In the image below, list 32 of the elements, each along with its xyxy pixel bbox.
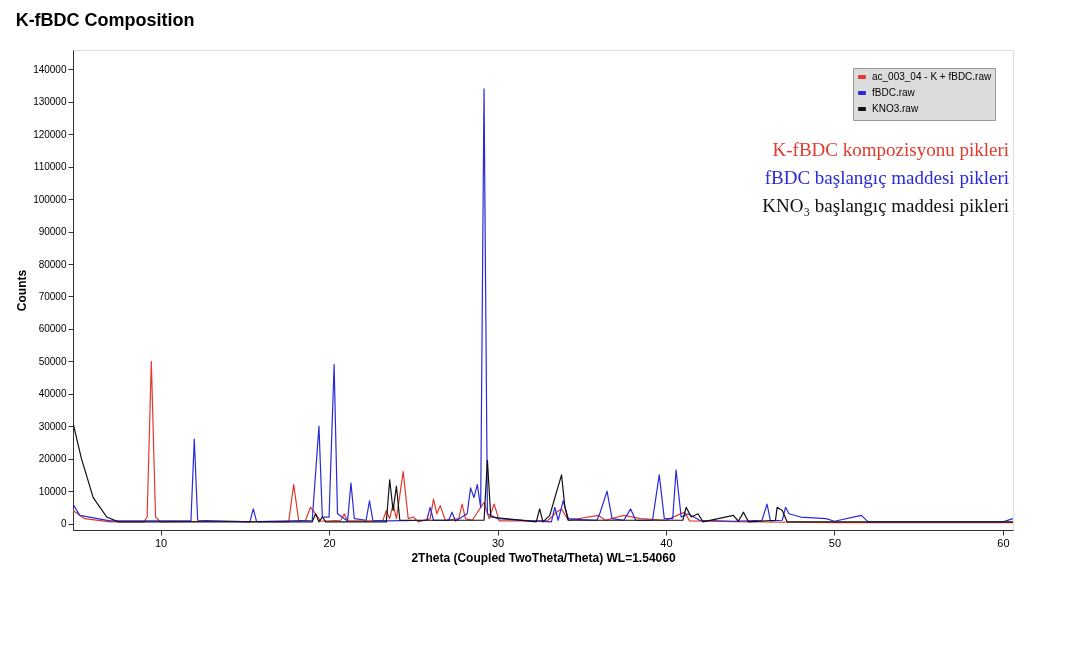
y-axis-title: Counts [15, 269, 30, 312]
line-series [73, 88, 1013, 523]
y-tick-label: 30000 [38, 420, 67, 432]
x-tick-label: 30 [491, 536, 505, 549]
y-tick-label: 140000 [33, 63, 67, 75]
y-tick-label: 110000 [33, 161, 67, 173]
y-tick-label: 70000 [38, 290, 67, 302]
y-tick-label: 80000 [38, 258, 67, 270]
legend-label: KNO3.raw [872, 103, 919, 114]
y-tick-label: 0 [60, 518, 67, 530]
y-tick-label: 20000 [38, 453, 67, 465]
annotation: K-fBDC kompozisyonu pikleri [772, 139, 1009, 160]
x-tick-label: 60 [997, 536, 1010, 549]
y-tick-label: 40000 [38, 388, 67, 400]
legend-label: ac_003_04 - K + fBDC.raw [872, 71, 993, 82]
annotation: KNO₃ başlangıç maddesi pikleri [762, 195, 1009, 216]
x-tick-label: 10 [154, 536, 168, 549]
line-series [73, 422, 1013, 523]
y-tick-label: 90000 [38, 226, 67, 238]
y-tick-label: 120000 [33, 128, 67, 140]
y-tick-label: 100000 [33, 193, 67, 205]
y-tick-label: 50000 [38, 355, 67, 367]
legend-label: fBDC.raw [872, 87, 916, 98]
y-tick-label: 60000 [38, 323, 67, 335]
chart-title: K-fBDC Composition [15, 10, 195, 30]
x-tick-label: 40 [660, 536, 673, 549]
x-axis-title: 2Theta (Coupled TwoTheta/Theta) WL=1.54060 [411, 550, 676, 565]
annotation: fBDC başlangıç maddesi pikleri [764, 167, 1009, 188]
x-tick-label: 20 [323, 536, 336, 549]
x-tick-label: 50 [828, 536, 842, 549]
y-tick-label: 130000 [33, 96, 67, 108]
y-tick-label: 10000 [38, 485, 67, 497]
